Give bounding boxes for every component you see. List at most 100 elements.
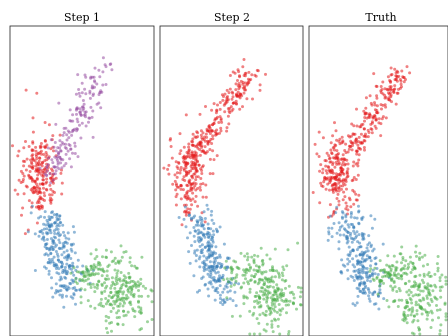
scatter-point xyxy=(264,289,268,293)
scatter-point xyxy=(386,254,390,258)
scatter-point xyxy=(381,115,385,119)
point-layer xyxy=(11,56,154,335)
scatter-point xyxy=(252,311,256,315)
scatter-point xyxy=(45,227,49,231)
scatter-point xyxy=(203,145,207,149)
scatter-point xyxy=(401,318,405,322)
scatter-point xyxy=(209,273,213,277)
scatter-point xyxy=(352,132,356,136)
scatter-point xyxy=(276,288,280,292)
scatter-point xyxy=(67,237,71,241)
scatter-point xyxy=(215,117,218,121)
scatter-point xyxy=(97,303,101,307)
scatter-point xyxy=(179,168,183,172)
scatter-point xyxy=(194,194,198,198)
scatter-point xyxy=(410,285,413,289)
scatter-point xyxy=(218,293,222,297)
scatter-point xyxy=(208,148,212,151)
scatter-point xyxy=(64,276,68,280)
scatter-point xyxy=(201,137,205,141)
scatter-point xyxy=(213,298,217,302)
scatter-point xyxy=(374,262,378,266)
scatter-point xyxy=(358,282,362,285)
scatter-point xyxy=(197,240,201,244)
scatter-point xyxy=(188,178,192,182)
scatter-point xyxy=(338,228,342,232)
scatter-point xyxy=(361,237,365,241)
scatter-point xyxy=(259,246,263,250)
scatter-point xyxy=(200,144,204,148)
scatter-point xyxy=(56,152,60,156)
scatter-point xyxy=(419,289,423,293)
scatter-point xyxy=(258,313,262,317)
scatter-point xyxy=(404,271,407,275)
scatter-point xyxy=(193,163,197,167)
scatter-point xyxy=(184,196,188,200)
scatter-point xyxy=(281,307,285,311)
scatter-point xyxy=(203,217,207,220)
scatter-point xyxy=(373,257,377,260)
scatter-point xyxy=(30,201,34,205)
scatter-point xyxy=(248,290,252,294)
scatter-point xyxy=(371,277,375,281)
scatter-point xyxy=(353,232,357,236)
scatter-point xyxy=(128,256,132,260)
scatter-point xyxy=(113,302,117,306)
scatter-point xyxy=(222,278,226,282)
scatter-point xyxy=(74,302,77,306)
scatter-point xyxy=(419,299,423,303)
scatter-point xyxy=(397,298,401,302)
scatter-point xyxy=(436,266,440,270)
scatter-point xyxy=(47,228,51,232)
scatter-point xyxy=(358,146,361,150)
scatter-point xyxy=(438,308,442,312)
scatter-point xyxy=(183,205,187,209)
scatter-point xyxy=(368,94,372,98)
scatter-point xyxy=(113,283,117,287)
scatter-point xyxy=(224,99,228,103)
scatter-point xyxy=(213,259,217,263)
scatter-point xyxy=(141,284,145,288)
scatter-point xyxy=(69,282,73,286)
scatter-point xyxy=(354,137,358,141)
scatter-point xyxy=(205,127,209,131)
scatter-point xyxy=(406,301,410,305)
scatter-point xyxy=(356,261,360,265)
scatter-point xyxy=(388,265,392,269)
scatter-point xyxy=(335,149,339,153)
scatter-point xyxy=(37,163,41,167)
scatter-point xyxy=(320,184,324,188)
scatter-point xyxy=(406,314,410,317)
scatter-point xyxy=(51,189,55,193)
scatter-point xyxy=(195,248,199,252)
scatter-point xyxy=(188,207,192,211)
scatter-point xyxy=(114,277,118,280)
scatter-point xyxy=(429,284,433,288)
scatter-point xyxy=(438,279,442,283)
scatter-point xyxy=(226,265,230,269)
scatter-point xyxy=(410,301,414,305)
scatter-point xyxy=(110,329,113,333)
scatter-point xyxy=(104,278,108,281)
scatter-point xyxy=(93,285,97,289)
scatter-point xyxy=(58,241,62,245)
scatter-point xyxy=(41,178,45,182)
scatter-point xyxy=(345,229,349,233)
scatter-point xyxy=(389,284,393,288)
scatter-point xyxy=(211,285,215,289)
scatter-point xyxy=(265,300,269,304)
scatter-point xyxy=(327,226,331,230)
scatter-point xyxy=(273,247,277,251)
scatter-point xyxy=(228,297,232,301)
scatter-point xyxy=(182,217,186,221)
scatter-point xyxy=(387,92,391,96)
scatter-point xyxy=(67,143,71,146)
scatter-point xyxy=(288,299,292,303)
scatter-point xyxy=(253,300,256,303)
scatter-point xyxy=(211,149,215,153)
scatter-point xyxy=(237,82,241,85)
scatter-point xyxy=(57,289,61,293)
scatter-point xyxy=(88,96,92,100)
scatter-point xyxy=(131,279,135,283)
scatter-point xyxy=(394,77,398,81)
